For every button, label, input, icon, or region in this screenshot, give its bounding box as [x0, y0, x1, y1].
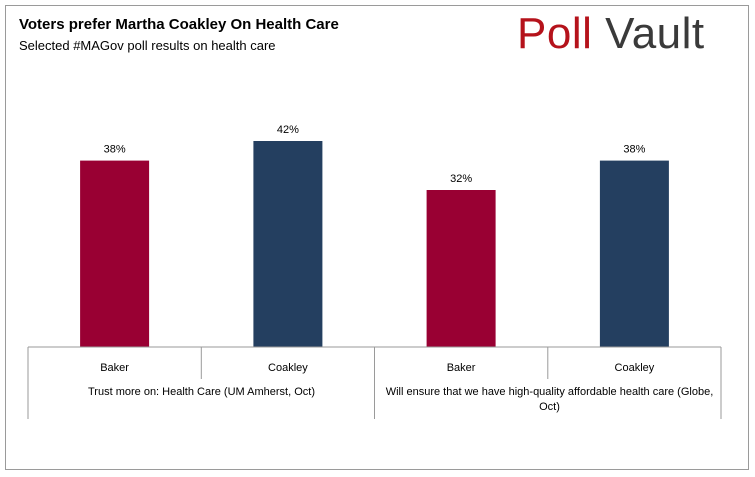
category-label-coakley: Coakley [268, 362, 308, 374]
bar-baker-group1 [80, 160, 150, 347]
bar-baker-group2 [426, 190, 496, 347]
poll-vault-logo: Poll Vault [517, 8, 705, 60]
chart-subtitle: Selected #MAGov poll results on health c… [19, 38, 276, 53]
chart-title: Voters prefer Martha Coakley On Health C… [19, 16, 339, 33]
category-label-baker: Baker [100, 362, 129, 374]
axis-layer [27, 346, 722, 419]
logo-word-poll: Poll [517, 9, 593, 58]
group-label-trust-health-care: Trust more on: Health Care (UM Amherst, … [88, 386, 315, 398]
logo-word-vault: Vault [605, 9, 705, 58]
bar-coakley-group1 [253, 141, 323, 347]
category-label-baker: Baker [447, 362, 476, 374]
group-label-affordable-health-care: Will ensure that we have high-quality af… [385, 386, 714, 413]
data-label: 38% [623, 144, 645, 156]
bar-coakley-group2 [599, 160, 669, 347]
labels-layer: 38% Baker 42% Coakley 32% Baker 38% Coakley [100, 124, 655, 374]
data-label: 42% [277, 124, 299, 136]
category-label-coakley: Coakley [615, 362, 655, 374]
data-label: 32% [450, 173, 472, 185]
bars-layer [80, 141, 669, 347]
data-label: 38% [104, 144, 126, 156]
